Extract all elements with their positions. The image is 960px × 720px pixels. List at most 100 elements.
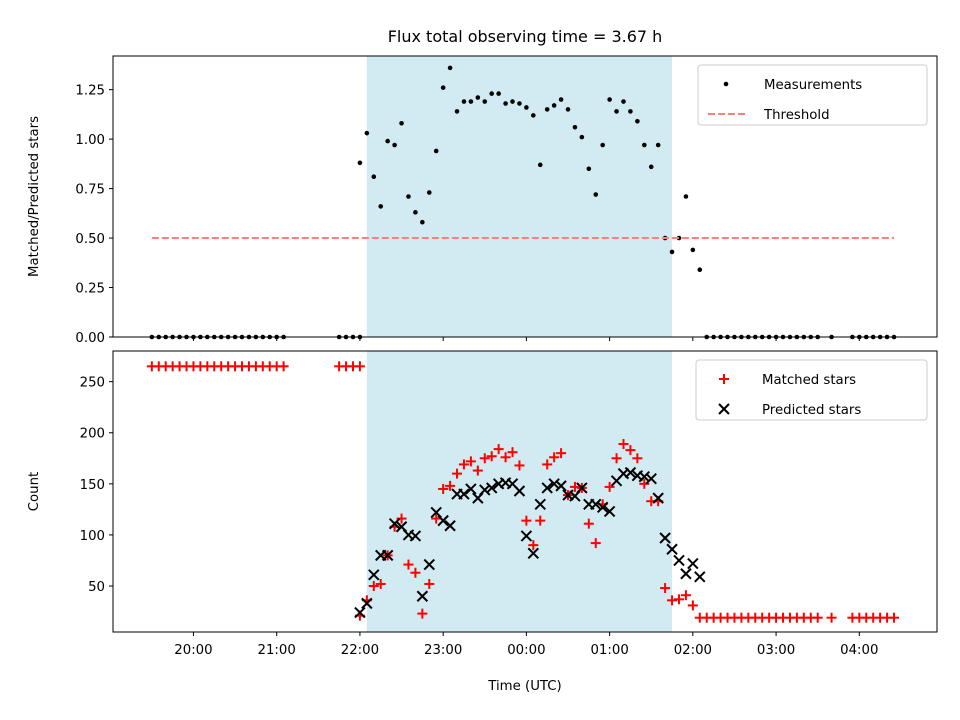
data-point — [641, 142, 647, 148]
data-point — [638, 470, 651, 483]
y-tick-label: 0.25 — [75, 282, 105, 297]
data-point — [493, 444, 504, 455]
data-point — [479, 453, 490, 464]
y-tick-label: 50 — [88, 580, 105, 595]
x-tick-label: 20:00 — [174, 643, 212, 658]
data-point — [417, 608, 428, 619]
data-point — [485, 482, 498, 494]
legend-box — [695, 359, 928, 421]
data-point — [586, 166, 592, 172]
legend-label: Measurements — [764, 78, 862, 93]
data-point — [826, 612, 837, 623]
data-point — [378, 204, 384, 209]
data-point — [683, 194, 689, 199]
data-point — [514, 460, 525, 471]
data-point — [496, 91, 501, 96]
chart-title: Flux total observing time = 3.67 h — [388, 27, 663, 46]
series-matched-stars — [146, 361, 899, 623]
data-point — [600, 142, 605, 148]
data-point — [534, 498, 546, 510]
data-point — [447, 65, 453, 71]
x-tick-label: 01:00 — [590, 643, 628, 658]
data-point — [420, 219, 425, 225]
y-tick-label: 200 — [80, 427, 105, 442]
data-point — [558, 97, 564, 102]
data-point — [548, 478, 560, 490]
data-point — [655, 142, 661, 148]
data-point — [542, 459, 553, 470]
data-point — [461, 99, 467, 104]
data-point — [368, 569, 380, 581]
top-panel: 0.00 0.25 0.50 0.75 1.00 1.25 Matched/Predicte… — [27, 55, 938, 346]
data-point — [520, 530, 533, 542]
data-point — [569, 481, 580, 492]
y-tick-label: 150 — [80, 478, 105, 493]
x-tick-label: 02:00 — [674, 643, 712, 658]
y-tick-label: 250 — [80, 376, 105, 391]
data-point — [486, 451, 497, 462]
data-point — [445, 480, 456, 491]
data-point — [424, 578, 435, 589]
data-point — [666, 543, 678, 555]
y-tick-label: 100 — [80, 529, 105, 544]
data-point — [541, 482, 553, 494]
data-point — [507, 447, 518, 458]
data-point — [648, 164, 654, 170]
data-point — [673, 594, 684, 605]
data-point — [458, 488, 470, 500]
data-point — [611, 453, 622, 464]
data-point — [399, 120, 404, 126]
data-point — [489, 91, 495, 96]
x-tick-label: 22:00 — [341, 643, 379, 658]
y-axis-label: Matched/Predicted stars — [27, 116, 42, 277]
data-point — [624, 466, 637, 479]
data-point — [572, 124, 578, 130]
data-point — [454, 109, 460, 114]
data-point — [690, 247, 696, 253]
data-point — [364, 130, 370, 136]
data-point — [403, 559, 414, 570]
data-point — [440, 85, 446, 90]
x-tick-label: 03:00 — [757, 643, 795, 658]
data-point — [465, 456, 476, 467]
data-point — [590, 538, 601, 549]
data-point — [413, 210, 418, 215]
data-point — [458, 459, 469, 470]
data-point — [468, 99, 474, 104]
data-point — [639, 478, 650, 489]
plot-frame — [112, 55, 938, 338]
data-point — [392, 142, 397, 148]
data-point — [479, 484, 491, 496]
data-point — [472, 465, 483, 476]
data-point — [621, 99, 626, 104]
series-predicted-stars — [354, 466, 706, 619]
data-point — [375, 578, 386, 589]
x-tick-label: 04:00 — [840, 643, 878, 658]
data-point — [431, 513, 442, 524]
data-point — [396, 513, 407, 524]
data-point — [452, 468, 463, 479]
data-point — [528, 540, 539, 551]
data-point — [660, 583, 671, 594]
legend-marker — [719, 374, 729, 384]
data-point — [555, 480, 567, 492]
data-point — [437, 514, 449, 527]
data-point — [500, 452, 511, 463]
x-axis-label: Time (UTC) — [487, 679, 562, 694]
data-point — [632, 453, 643, 464]
data-point — [680, 568, 692, 580]
data-point — [618, 438, 629, 449]
shaded-interval — [366, 56, 673, 337]
data-point — [694, 571, 706, 583]
data-point — [503, 101, 508, 106]
data-point — [438, 483, 449, 494]
data-point — [361, 597, 373, 610]
legend-label: Predicted stars — [762, 403, 861, 418]
legend-marker — [718, 403, 730, 415]
data-point — [278, 361, 289, 372]
data-point — [521, 515, 532, 526]
data-point — [888, 612, 899, 623]
data-point — [433, 148, 439, 154]
data-point — [556, 448, 567, 459]
data-point — [482, 99, 488, 104]
